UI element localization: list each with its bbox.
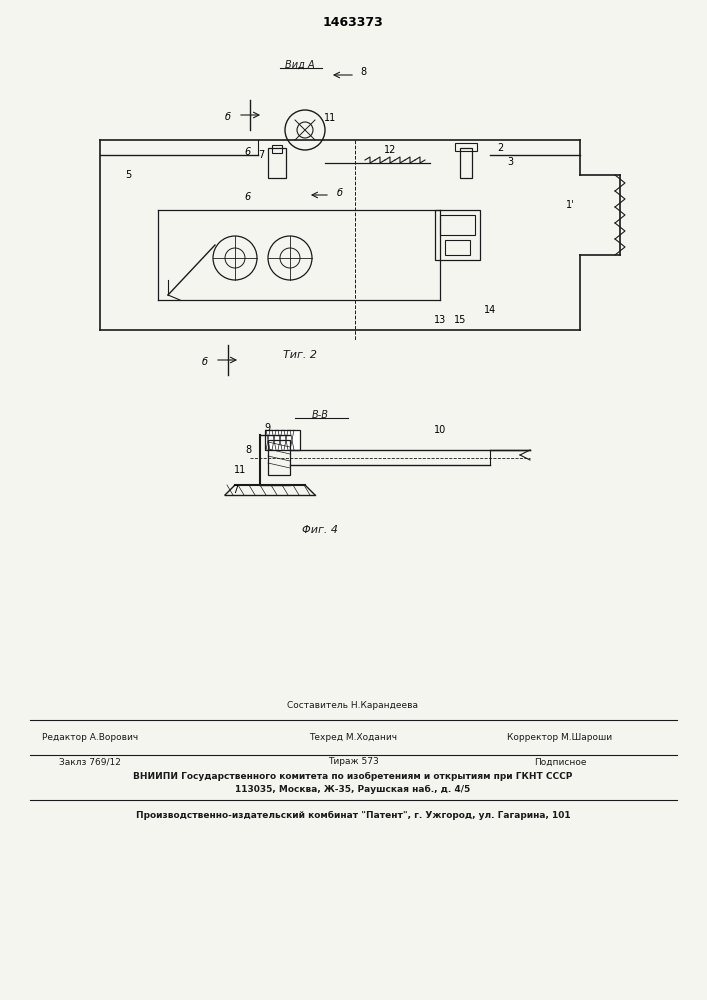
Text: 7: 7 (258, 150, 264, 160)
Text: 1': 1' (566, 200, 574, 210)
Text: 9: 9 (264, 423, 270, 433)
Text: б: б (202, 357, 208, 367)
Bar (268, 148, 286, 178)
Text: Вид A: Вид A (285, 60, 315, 70)
Text: 1463373: 1463373 (322, 15, 383, 28)
Bar (265, 430, 300, 450)
Bar (460, 148, 472, 178)
Text: 15: 15 (454, 315, 466, 325)
Text: 13: 13 (434, 315, 446, 325)
Text: Корректор М.Шароши: Корректор М.Шароши (508, 732, 612, 742)
Bar (435, 210, 480, 260)
Text: 8: 8 (245, 445, 251, 455)
Text: 3: 3 (507, 157, 513, 167)
Text: 6: 6 (245, 147, 251, 157)
Text: 8: 8 (360, 67, 366, 77)
Bar (268, 440, 290, 475)
Text: 10: 10 (434, 425, 446, 435)
Text: Τиг. 2: Τиг. 2 (283, 350, 317, 360)
Text: 11: 11 (234, 465, 246, 475)
Text: Составитель Н.Карандеева: Составитель Н.Карандеева (288, 700, 419, 710)
Text: Заклз 769/12: Заклз 769/12 (59, 758, 121, 766)
Text: Производственно-издательский комбинат "Патент", г. Ужгород, ул. Гагарина, 101: Производственно-издательский комбинат "П… (136, 810, 571, 820)
Text: Тираж 573: Тираж 573 (327, 758, 378, 766)
Text: 12: 12 (384, 145, 396, 155)
Text: 11: 11 (324, 113, 336, 123)
Text: Редактор А.Ворович: Редактор А.Ворович (42, 732, 138, 742)
Bar (455, 143, 477, 151)
Text: 113035, Москва, Ж-35, Раушская наб., д. 4/5: 113035, Москва, Ж-35, Раушская наб., д. … (235, 784, 471, 794)
Bar (445, 240, 470, 255)
Text: б: б (337, 188, 343, 198)
Text: Подписное: Подписное (534, 758, 586, 766)
Text: Φиг. 4: Φиг. 4 (302, 525, 338, 535)
Text: 2: 2 (497, 143, 503, 153)
Text: В-В: В-В (312, 410, 329, 420)
Text: 6: 6 (245, 192, 251, 202)
Text: 5: 5 (125, 170, 131, 180)
Text: 14: 14 (484, 305, 496, 315)
Bar (272, 145, 282, 153)
Text: б: б (225, 112, 231, 122)
Text: ВНИИПИ Государственного комитета по изобретениям и открытиям при ГКНТ СССР: ВНИИПИ Государственного комитета по изоб… (134, 771, 573, 781)
Text: 7: 7 (232, 485, 238, 495)
Text: Техред М.Ходанич: Техред М.Ходанич (309, 732, 397, 742)
Bar (440, 215, 475, 235)
